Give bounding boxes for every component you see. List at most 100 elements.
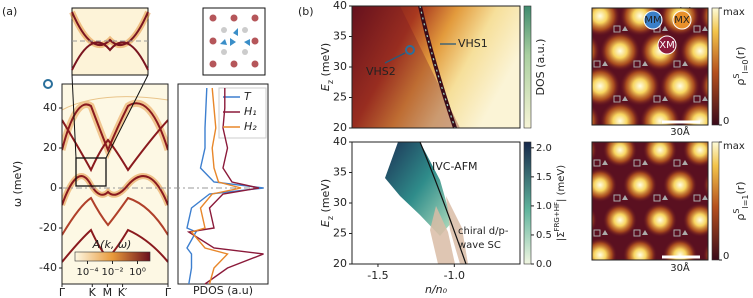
colorbar-tick-label: 10⁻⁴ xyxy=(76,267,98,278)
site-square xyxy=(694,265,700,271)
colorbar-tick-label: max xyxy=(723,7,745,18)
annotation: IVC-AFM xyxy=(432,160,478,173)
y-tick-label: -40 xyxy=(39,261,57,274)
scale-bar-label: 30Å xyxy=(670,261,690,274)
site-triangle xyxy=(542,96,548,101)
y-axis-label-unit: (meV) xyxy=(319,43,332,80)
site-square xyxy=(693,194,701,202)
y-tick-label: 25 xyxy=(333,227,347,240)
site-triangle xyxy=(722,230,728,235)
y-axis-label: Ez (meV) xyxy=(319,43,335,91)
density-blob xyxy=(592,168,617,202)
y-tick-label: 20 xyxy=(333,257,347,270)
site-square xyxy=(734,26,740,32)
y-tick-label: 35 xyxy=(333,166,347,179)
site-triangle xyxy=(562,160,568,165)
site-triangle xyxy=(582,265,588,270)
density-blob xyxy=(603,273,637,298)
site-square xyxy=(734,125,740,131)
colorbar-tick-label: 0.0 xyxy=(536,259,552,270)
site-triangle xyxy=(702,125,708,130)
x-axis-label: n/n₀ xyxy=(425,283,448,296)
density-blob xyxy=(683,273,717,298)
density-blob xyxy=(603,142,637,167)
arrow xyxy=(384,52,406,64)
site-triangle xyxy=(582,125,588,130)
density-blob xyxy=(592,207,597,233)
density-blob xyxy=(700,8,708,32)
site-square xyxy=(714,131,720,137)
site-square xyxy=(654,265,660,271)
colorbar-tick-label: 10⁰ xyxy=(129,267,146,278)
colorbar-label: ρSl=1(r) xyxy=(732,181,750,220)
site-square xyxy=(574,96,580,102)
x-tick-label: Γ xyxy=(59,286,66,298)
density-blob xyxy=(683,142,708,167)
x-tick-label: M xyxy=(103,286,113,298)
site-triangle xyxy=(642,230,648,235)
y-tick-label: 0 xyxy=(50,181,57,194)
colorbar-tick-label: 2.0 xyxy=(536,143,552,154)
pdos-line xyxy=(186,87,264,285)
density-blob xyxy=(680,0,720,1)
density-blob xyxy=(620,66,660,106)
zoom-connector xyxy=(71,74,77,159)
site-triangle xyxy=(662,96,668,101)
marker xyxy=(405,45,415,55)
density-blob xyxy=(563,273,597,298)
density-blob xyxy=(643,203,677,237)
colorbar-label-sup: S xyxy=(732,74,741,79)
site-square xyxy=(694,125,700,131)
site-square xyxy=(734,166,740,172)
colorbar-tick-label: 0 xyxy=(723,116,729,127)
density-blob xyxy=(592,66,620,106)
panel-label: (a) xyxy=(2,5,17,18)
density-blob xyxy=(643,142,677,167)
site-triangle xyxy=(742,125,748,130)
y-axis-label-main: E xyxy=(319,220,332,227)
site-marker xyxy=(643,10,663,30)
density-blob xyxy=(592,35,600,67)
density-map xyxy=(562,125,748,298)
density-blob xyxy=(660,66,700,106)
y-axis-label-sub: z xyxy=(326,80,335,84)
site-triangle xyxy=(582,166,588,171)
colorbar-label-sup: FRG+HF xyxy=(553,202,561,231)
site-label: XM xyxy=(659,40,674,51)
density-blob xyxy=(703,172,708,198)
y-tick-label: 40 xyxy=(43,101,57,114)
colorbar-tick-label: 0 xyxy=(723,251,729,262)
site-triangle xyxy=(642,131,648,136)
site-square xyxy=(734,265,740,271)
site-triangle xyxy=(742,96,748,101)
dos-image xyxy=(352,6,460,128)
x-tick-label: K′ xyxy=(118,286,128,298)
site-square xyxy=(593,159,601,167)
x-axis-label: PDOS (a.u) xyxy=(193,284,253,297)
site-label: MM xyxy=(644,15,661,26)
axis-frame xyxy=(177,83,269,285)
site-triangle xyxy=(602,61,608,66)
density-blob xyxy=(720,0,753,1)
site-triangle xyxy=(682,160,688,165)
colorbar-label-sub: l=0 xyxy=(741,60,750,74)
x-tick-label: -1.0 xyxy=(444,269,465,282)
colorbar-label: A(k, ω) xyxy=(92,238,132,251)
site-triangle xyxy=(582,26,588,31)
site-triangle xyxy=(742,26,748,31)
legend-label: H₂ xyxy=(244,120,257,133)
site-triangle xyxy=(622,195,628,200)
site-triangle xyxy=(722,61,728,66)
colorbar xyxy=(523,5,532,129)
y-tick-label: 35 xyxy=(333,30,347,43)
site-triangle xyxy=(682,230,688,235)
y-tick-label: 40 xyxy=(333,135,347,148)
marker xyxy=(43,79,53,89)
density-blob xyxy=(663,238,697,260)
site-triangle xyxy=(602,160,608,165)
colorbar xyxy=(711,141,720,261)
colorbar-label: ρSl=0(r) xyxy=(732,46,750,85)
density-blob xyxy=(640,0,680,1)
y-axis-label-unit: (meV) xyxy=(319,179,332,216)
